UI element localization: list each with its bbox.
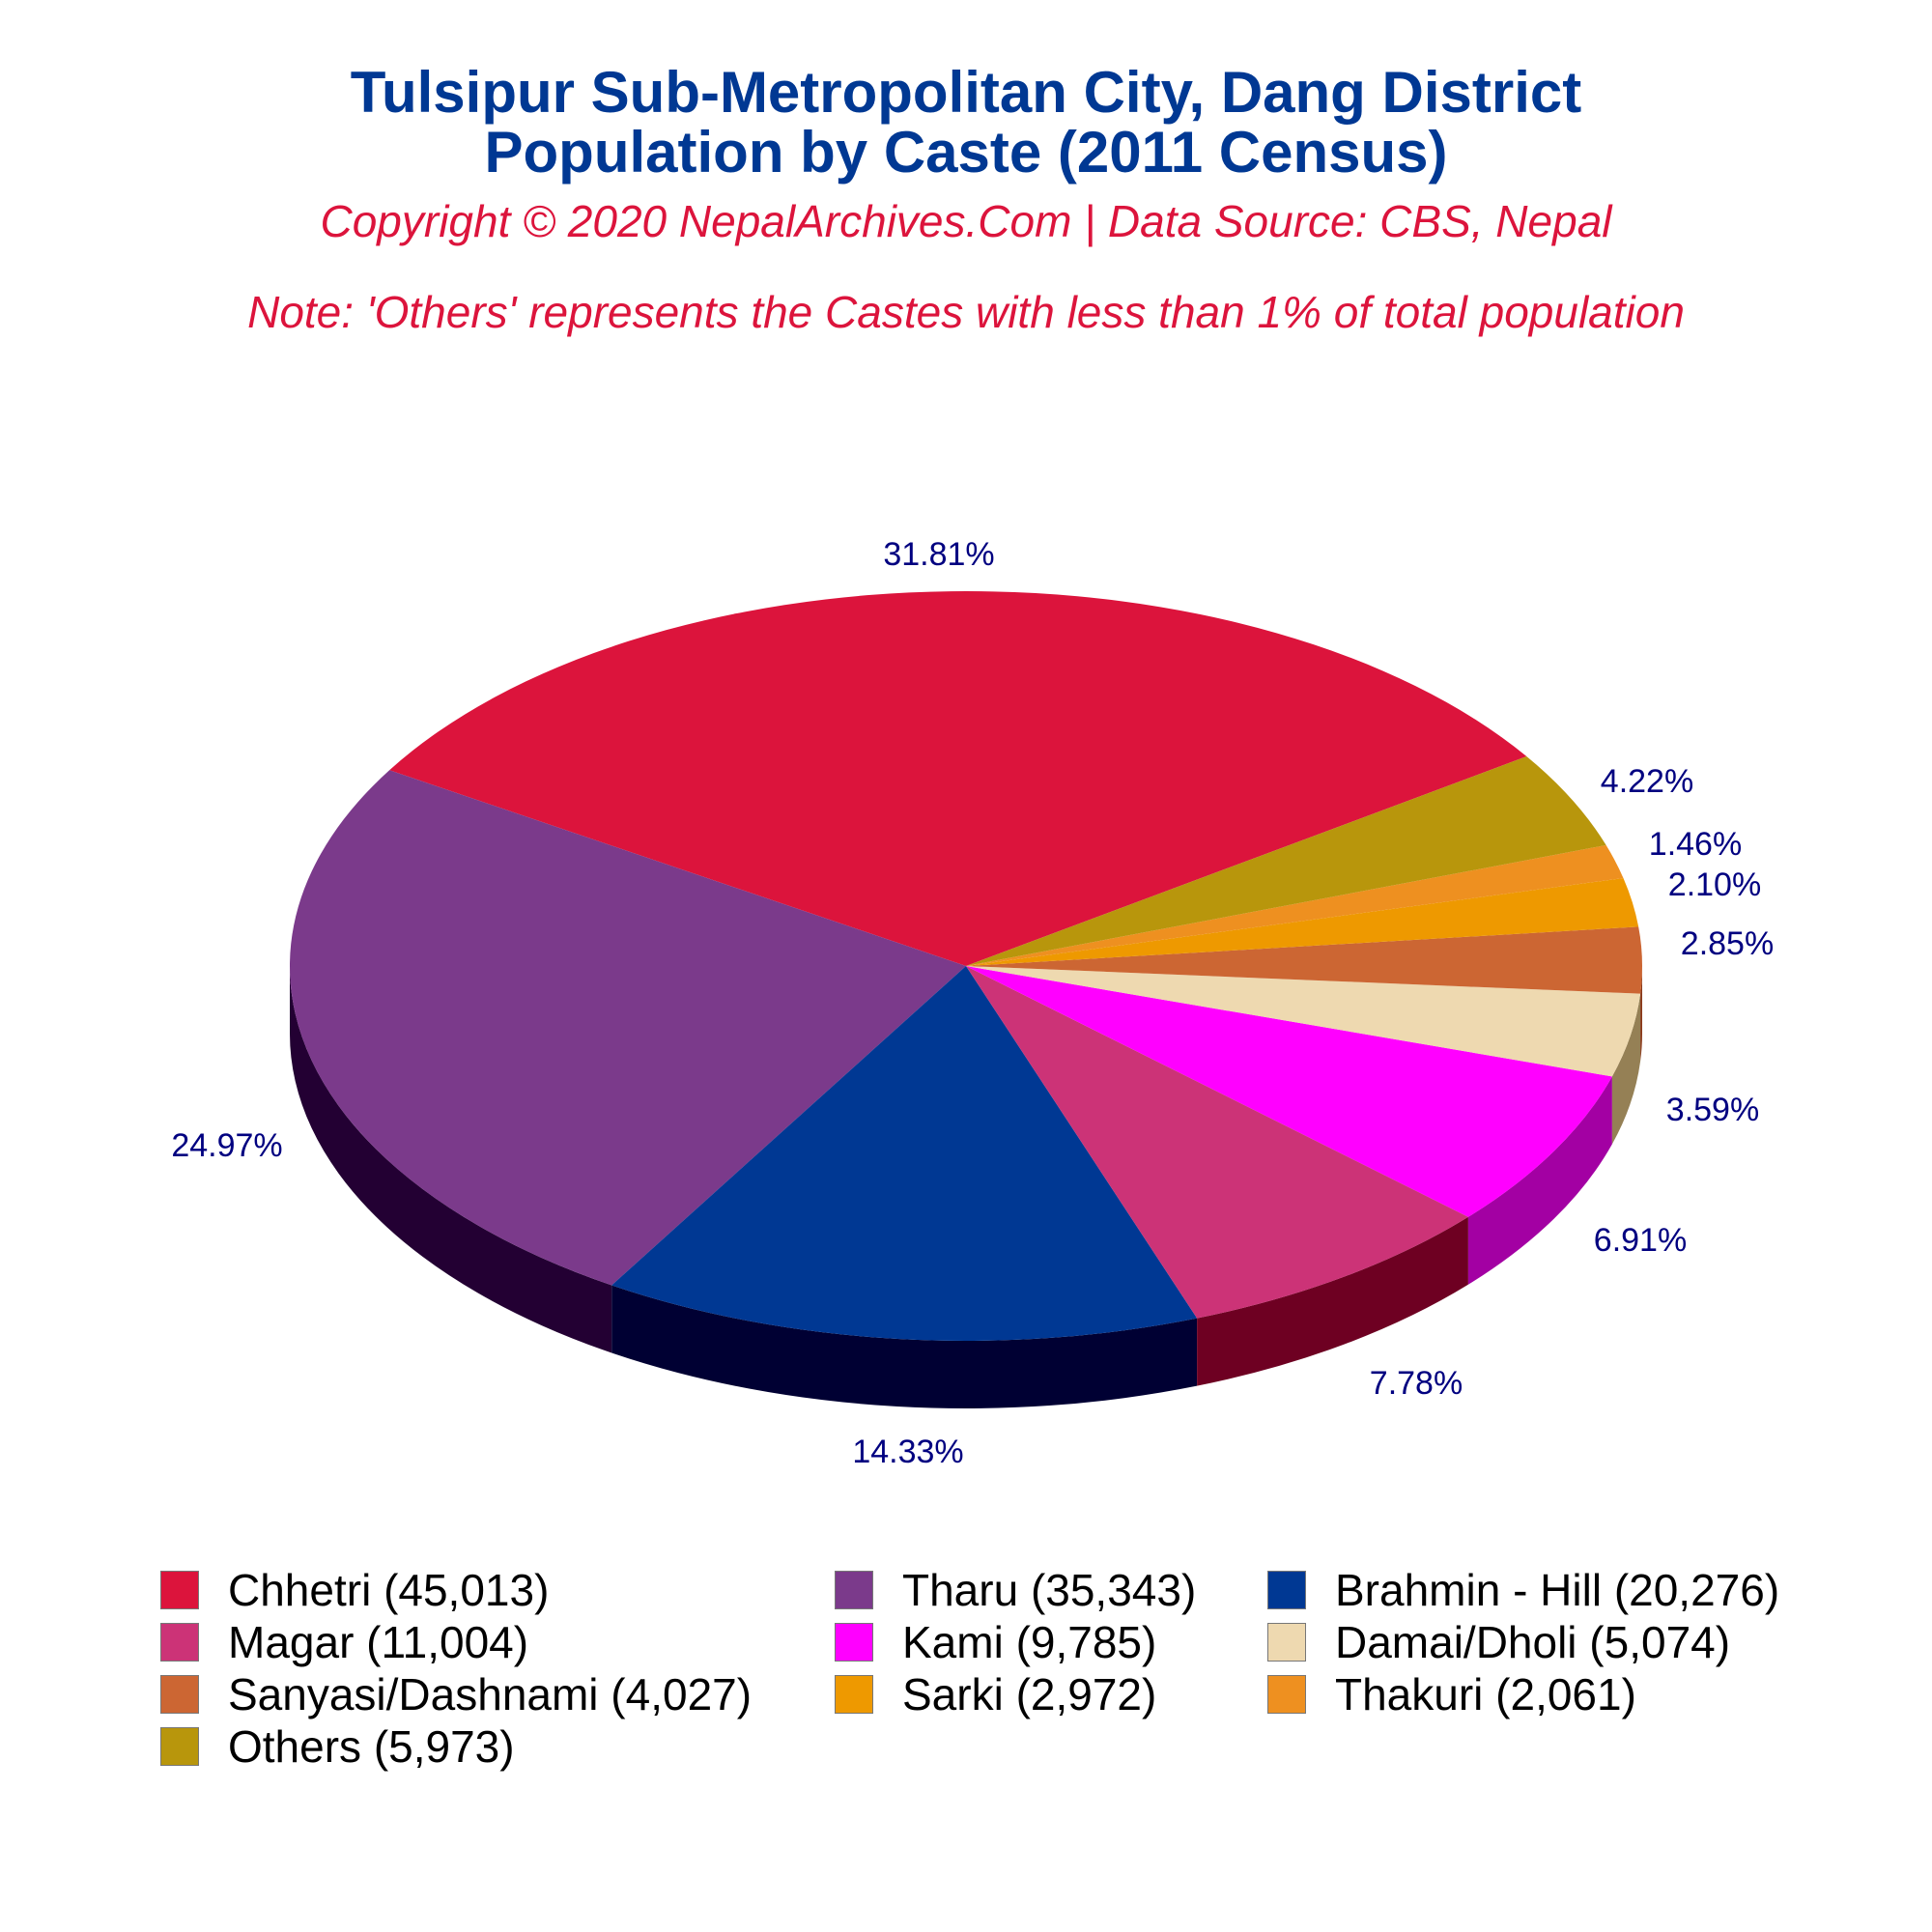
legend-swatch [835,1571,873,1609]
legend-label: Thakuri (2,061) [1335,1669,1636,1719]
copyright-text: Copyright © 2020 NepalArchives.Com | Dat… [320,196,1612,246]
pie-side-sanyasi-dashnami [1640,966,1642,1062]
pie-slice-brahmin-hill [611,966,1198,1341]
percent-label-sanyasi-dashnami: 2.85% [1681,925,1774,962]
legend-swatch [160,1675,199,1714]
legend-swatch [160,1623,199,1662]
pie-slice-sanyasi-dashnami [966,926,1642,994]
legend-item-brahmin-hill: Brahmin - Hill (20,276) [1267,1563,1779,1617]
pie-slice-kami [966,966,1612,1217]
pie-side-damai-dholi [1611,993,1641,1145]
chart-title-line2: Population by Caste (2011 Census) [484,120,1448,185]
legend-item-tharu: Tharu (35,343) [835,1563,1196,1617]
pie-slice-thakuri [966,844,1624,966]
pie-slice-chhetri [389,591,1527,966]
pie-side-walls [290,966,1642,1408]
legend-item-magar: Magar (11,004) [160,1615,528,1669]
legend-swatch [835,1623,873,1662]
percent-label-tharu: 24.97% [171,1127,282,1164]
pie-percent-labels: 31.81% 24.97% 14.33% 7.78% 6.91% 3.59% 2.85% 2.… [171,536,1774,1470]
legend-swatch [160,1727,199,1766]
legend-swatch [160,1571,199,1609]
percent-label-sarki: 2.10% [1668,867,1761,903]
pie-side-magar [1197,1216,1468,1386]
legend-label: Kami (9,785) [902,1617,1157,1667]
pie-slice-sarki [966,878,1639,966]
percent-label-chhetri: 31.81% [883,536,994,573]
percent-label-brahmin-hill: 14.33% [852,1434,963,1470]
legend-item-thakuri: Thakuri (2,061) [1267,1667,1636,1721]
legend-label: Magar (11,004) [228,1617,529,1667]
percent-label-kami: 6.91% [1594,1222,1687,1259]
legend-item-others: Others (5,973) [160,1719,515,1774]
legend-swatch [835,1675,873,1714]
note-text: Note: 'Others' represents the Castes wit… [247,287,1685,337]
legend-item-damai-dholi: Damai/Dholi (5,074) [1267,1615,1730,1669]
pie-side-kami [1467,1076,1612,1285]
legend-label: Others (5,973) [228,1721,515,1772]
legend-swatch [1267,1623,1306,1662]
pie-slice-tharu [289,770,966,1286]
legend-item-kami: Kami (9,785) [835,1615,1156,1669]
pie-slice-others [966,756,1606,966]
legend-label: Sarki (2,972) [902,1669,1157,1719]
percent-label-magar: 7.78% [1370,1365,1463,1402]
percent-label-others: 4.22% [1601,763,1693,800]
legend-label: Sanyasi/Dashnami (4,027) [228,1669,753,1719]
legend-label: Chhetri (45,013) [228,1565,550,1615]
pie-slice-magar [966,966,1468,1319]
legend-item-chhetri: Chhetri (45,013) [160,1563,549,1617]
chart-title-line1: Tulsipur Sub-Metropolitan City, Dang Dis… [350,60,1582,125]
pie-slices [289,591,1642,1341]
legend-label: Tharu (35,343) [902,1565,1197,1615]
legend-swatch [1267,1571,1306,1609]
legend-item-sanyasi-dashnami: Sanyasi/Dashnami (4,027) [160,1667,752,1721]
legend-label: Damai/Dholi (5,074) [1335,1617,1731,1667]
legend-item-sarki: Sarki (2,972) [835,1667,1156,1721]
pie-side-brahmin-hill [611,1285,1198,1408]
pie-side-tharu [290,966,612,1353]
percent-label-thakuri: 1.46% [1649,826,1742,863]
legend-label: Brahmin - Hill (20,276) [1335,1565,1780,1615]
percent-label-damai-dholi: 3.59% [1666,1092,1759,1128]
pie-slice-damai-dholi [966,966,1641,1077]
legend-swatch [1267,1675,1306,1714]
